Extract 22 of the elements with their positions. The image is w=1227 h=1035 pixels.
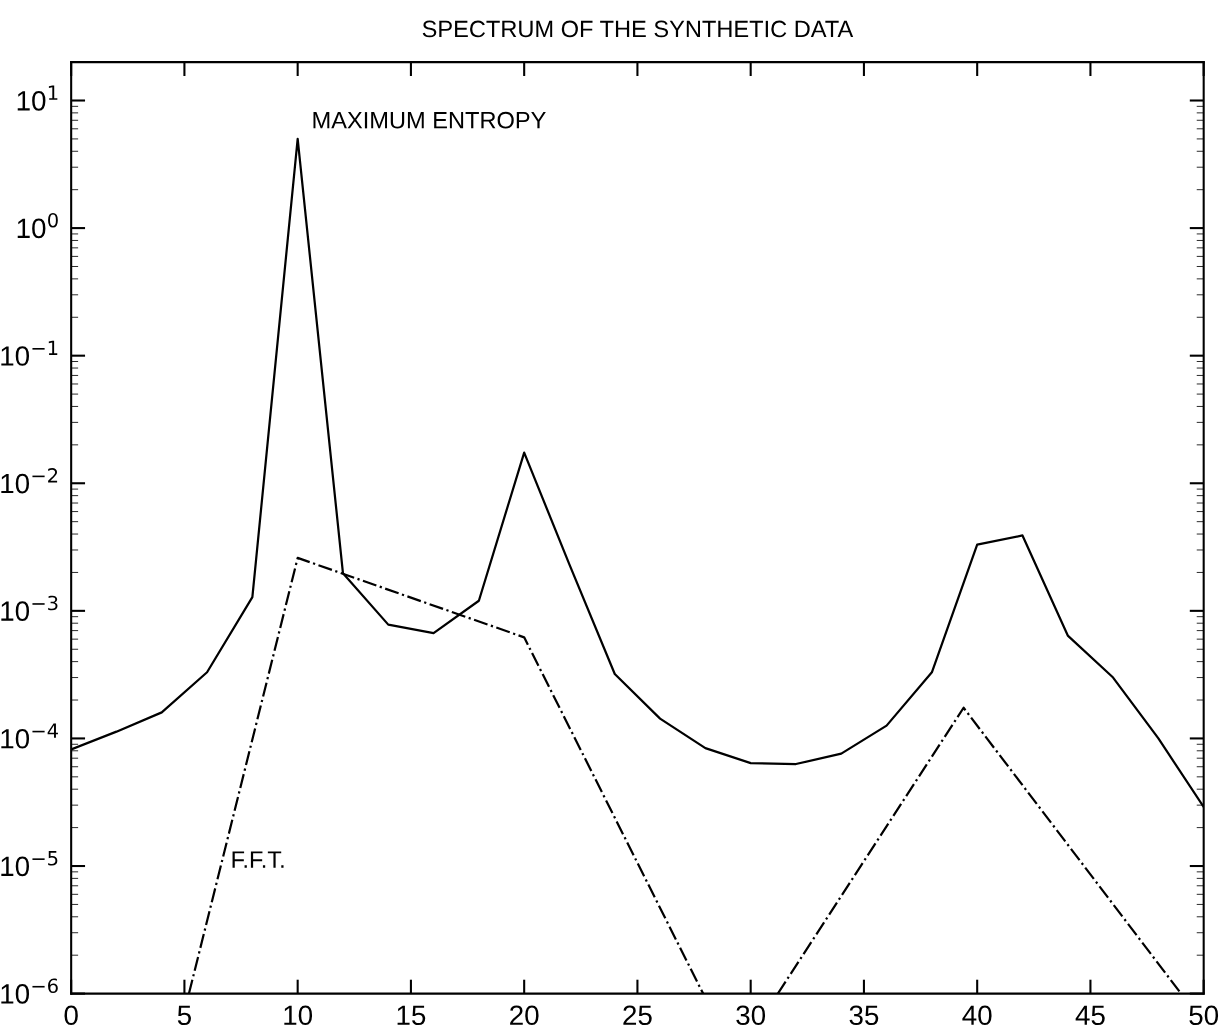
x-tick-label: 35 [849,1005,879,1026]
y-tick-label: 10$^{−1}$ [1,340,58,366]
x-tick-label: 20 [510,1005,539,1026]
x-tick-label: 50 [1189,1005,1219,1026]
series-label: MAXIMUM ENTROPY [313,111,546,129]
x-tick-label: 5 [177,1005,191,1026]
series-label: F.F.T. [232,851,284,868]
y-tick-label: 10$^{−6}$ [1,978,58,1004]
y-tick-label: 10$^{−5}$ [1,851,58,877]
x-tick-label: 0 [64,1005,78,1026]
x-tick-label: 15 [397,1005,426,1026]
x-tick-label: 25 [623,1005,652,1026]
y-tick-label: 10$^{−4}$ [1,723,58,749]
y-tick-label: 10$^{1}$ [17,85,58,111]
chart-title: SPECTRUM OF THE SYNTHETIC DATA [422,20,854,38]
x-tick-label: 10 [284,1005,313,1026]
y-tick-label: 10$^{0}$ [17,212,58,239]
y-tick-label: 10$^{−3}$ [1,595,58,621]
x-tick-label: 30 [736,1005,766,1026]
x-tick-label: 40 [962,1005,992,1026]
y-tick-label: 10$^{−2}$ [1,468,58,494]
x-tick-label: 45 [1075,1005,1105,1026]
